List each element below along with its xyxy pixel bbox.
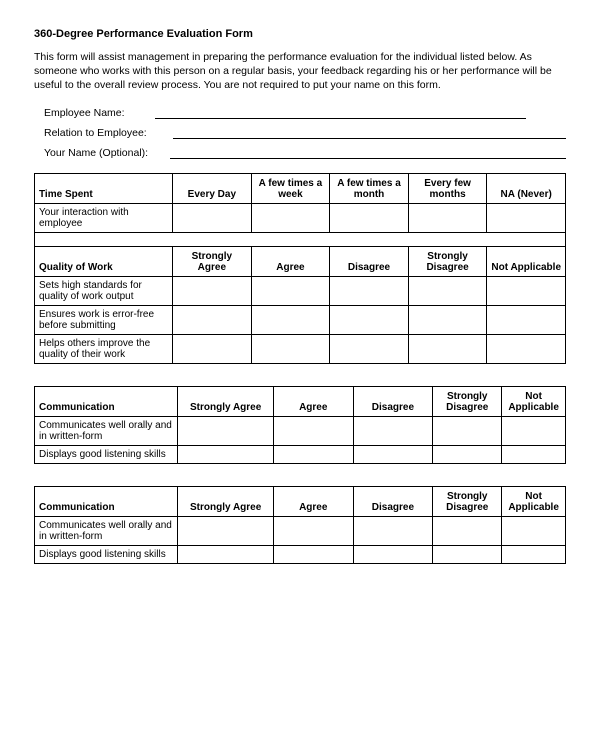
cell[interactable] — [408, 334, 487, 363]
cell[interactable] — [502, 416, 566, 445]
time-spent-header: Time Spent — [35, 173, 173, 203]
col-sd: Strongly Disagree — [408, 246, 487, 276]
col-d: Disagree — [353, 386, 433, 416]
cell[interactable] — [487, 203, 566, 232]
cell[interactable] — [433, 445, 502, 463]
cell[interactable] — [330, 203, 409, 232]
row-standards: Sets high standards for quality of work … — [35, 276, 173, 305]
cell[interactable] — [487, 334, 566, 363]
field-relation: Relation to Employee: — [44, 127, 566, 139]
col-every-day: Every Day — [173, 173, 252, 203]
cell[interactable] — [408, 203, 487, 232]
cell[interactable] — [353, 516, 433, 545]
cell[interactable] — [408, 305, 487, 334]
col-na: NA (Never) — [487, 173, 566, 203]
cell[interactable] — [433, 416, 502, 445]
cell[interactable] — [173, 203, 252, 232]
relation-label: Relation to Employee: — [44, 127, 153, 139]
cell[interactable] — [433, 545, 502, 563]
cell[interactable] — [178, 545, 274, 563]
cell[interactable] — [487, 276, 566, 305]
cell[interactable] — [273, 445, 353, 463]
cell[interactable] — [502, 545, 566, 563]
cell[interactable] — [330, 305, 409, 334]
cell[interactable] — [353, 545, 433, 563]
cell[interactable] — [408, 276, 487, 305]
row-comm-oral: Communicates well orally and in written-… — [35, 416, 178, 445]
col-d: Disagree — [330, 246, 409, 276]
row-comm-oral-2: Communicates well orally and in written-… — [35, 516, 178, 545]
cell[interactable] — [353, 445, 433, 463]
row-listening: Displays good listening skills — [35, 445, 178, 463]
col-d: Disagree — [353, 486, 433, 516]
cell[interactable] — [251, 276, 330, 305]
cell[interactable] — [251, 334, 330, 363]
field-your-name: Your Name (Optional): — [44, 147, 566, 159]
col-nap: Not Applicable — [487, 246, 566, 276]
col-a: Agree — [251, 246, 330, 276]
col-few-week: A few times a week — [251, 173, 330, 203]
cell[interactable] — [251, 203, 330, 232]
comm-header: Communication — [35, 386, 178, 416]
col-nap: Not Applicable — [502, 486, 566, 516]
page: 360-Degree Performance Evaluation Form T… — [0, 0, 600, 584]
cell[interactable] — [173, 276, 252, 305]
communication-table-1: Communication Strongly Agree Agree Disag… — [34, 386, 566, 464]
quality-header: Quality of Work — [35, 246, 173, 276]
employee-name-input[interactable] — [155, 107, 526, 119]
col-sd: Strongly Disagree — [433, 386, 502, 416]
communication-table-2: Communication Strongly Agree Agree Disag… — [34, 486, 566, 564]
cell[interactable] — [273, 516, 353, 545]
time-quality-table: Time Spent Every Day A few times a week … — [34, 173, 566, 364]
field-employee-name: Employee Name: — [44, 107, 566, 119]
form-title: 360-Degree Performance Evaluation Form — [34, 28, 566, 40]
comm-header-2: Communication — [35, 486, 178, 516]
cell[interactable] — [433, 516, 502, 545]
employee-name-label: Employee Name: — [44, 107, 131, 119]
row-helps: Helps others improve the quality of thei… — [35, 334, 173, 363]
col-a: Agree — [273, 486, 353, 516]
row-listening-2: Displays good listening skills — [35, 545, 178, 563]
cell[interactable] — [330, 334, 409, 363]
cell[interactable] — [251, 305, 330, 334]
col-sa: Strongly Agree — [173, 246, 252, 276]
cell[interactable] — [173, 305, 252, 334]
relation-input[interactable] — [173, 127, 566, 139]
your-name-label: Your Name (Optional): — [44, 147, 154, 159]
cell[interactable] — [178, 445, 274, 463]
cell[interactable] — [502, 516, 566, 545]
intro-text: This form will assist management in prep… — [34, 50, 566, 93]
col-few-months: Every few months — [408, 173, 487, 203]
cell[interactable] — [487, 305, 566, 334]
col-a: Agree — [273, 386, 353, 416]
cell[interactable] — [502, 445, 566, 463]
cell[interactable] — [353, 416, 433, 445]
cell[interactable] — [330, 276, 409, 305]
col-sa: Strongly Agree — [178, 386, 274, 416]
cell[interactable] — [273, 416, 353, 445]
col-sd: Strongly Disagree — [433, 486, 502, 516]
cell[interactable] — [273, 545, 353, 563]
cell[interactable] — [178, 416, 274, 445]
row-interaction: Your interaction with employee — [35, 203, 173, 232]
col-few-month: A few times a month — [330, 173, 409, 203]
cell[interactable] — [178, 516, 274, 545]
row-errorfree: Ensures work is error-free before submit… — [35, 305, 173, 334]
your-name-input[interactable] — [170, 147, 566, 159]
col-sa: Strongly Agree — [178, 486, 274, 516]
col-nap: Not Applicable — [502, 386, 566, 416]
cell[interactable] — [173, 334, 252, 363]
spacer — [35, 232, 566, 246]
